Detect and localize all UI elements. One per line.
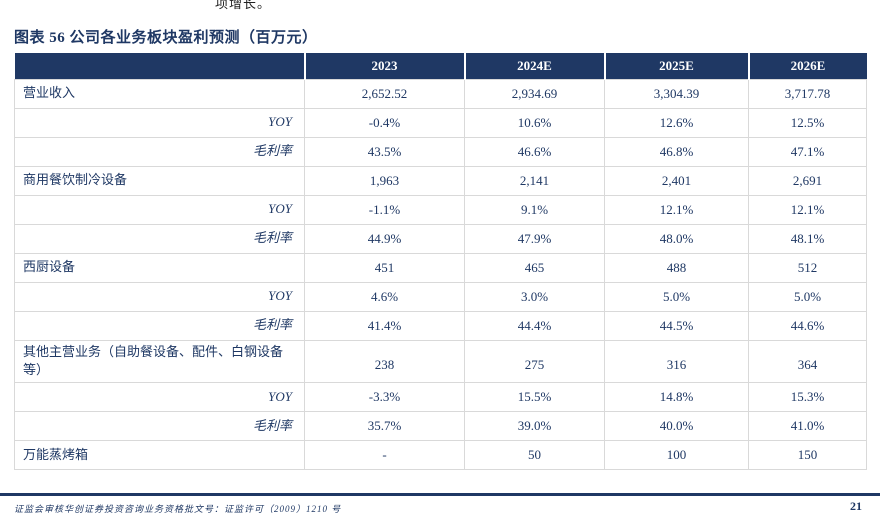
segment-forecast-table: 2023 2024E 2025E 2026E 营业收入 2,652.52 2,934.69… xyxy=(14,53,867,471)
cell-value: 44.4% xyxy=(464,310,605,341)
row-label: YOY xyxy=(14,107,305,138)
cell-value: 2,141 xyxy=(464,165,605,196)
cell-value: 465 xyxy=(464,252,605,283)
row-label: 毛利率 xyxy=(14,411,305,442)
cell-value: 44.5% xyxy=(604,310,749,341)
cell-value: 47.9% xyxy=(464,223,605,254)
cell-value: 451 xyxy=(304,252,465,283)
row-label: 商用餐饮制冷设备 xyxy=(14,165,305,196)
page-number: 21 xyxy=(850,499,862,513)
table-row: 万能蒸烤箱 -50 100 150 xyxy=(14,440,867,471)
cell-value: 364 xyxy=(748,339,867,384)
cell-value: 44.6% xyxy=(748,310,867,341)
column-header-2025E: 2025E xyxy=(603,53,749,79)
cell-value: 100 xyxy=(604,440,749,471)
table-body: 营业收入 2,652.52 2,934.69 3,304.39 3,717.78 YOY -… xyxy=(14,78,867,471)
cell-value: 12.1% xyxy=(604,194,749,225)
cell-value: 39.0% xyxy=(464,411,605,442)
cell-value: 48.1% xyxy=(748,223,867,254)
cell-value: 43.5% xyxy=(304,136,465,167)
cell-value: 15.5% xyxy=(464,382,605,413)
table-row: 毛利率 41.4% 44.4% 44.5% 44.6% xyxy=(14,310,867,341)
cell-value: 150 xyxy=(748,440,867,471)
column-header-2023: 2023 xyxy=(303,53,465,79)
figure-title: 图表 56 公司各业务板块盈利预测（百万元） xyxy=(14,30,318,46)
cell-value: 41.4% xyxy=(304,310,465,341)
cell-value: 275 xyxy=(464,339,605,384)
cell-value: 316 xyxy=(604,339,749,384)
cell-value: 488 xyxy=(604,252,749,283)
table-row: 其他主营业务（自助餐设备、配件、白钢设备等） 238 275 316 364 xyxy=(14,339,867,384)
row-label: 万能蒸烤箱 xyxy=(14,440,305,471)
table-row: 西厨设备 451 465 488 512 xyxy=(14,252,867,283)
cell-value: -3.3% xyxy=(304,382,465,413)
cell-value: 40.0% xyxy=(604,411,749,442)
cell-value: 41.0% xyxy=(748,411,867,442)
cell-value: 2,652.52 xyxy=(304,78,465,109)
cell-value: 35.7% xyxy=(304,411,465,442)
cell-value: 3.0% xyxy=(464,281,605,312)
table-row: 毛利率 43.5% 46.6% 46.8% 47.1% xyxy=(14,136,867,167)
cell-value: -0.4% xyxy=(304,107,465,138)
column-header-2026E: 2026E xyxy=(747,53,867,79)
cell-value: 48.0% xyxy=(604,223,749,254)
footer-license-text: 证监会审核华创证券投资咨询业务资格批文号：证监许可（2009）1210 号 xyxy=(14,504,342,514)
table-header: 2023 2024E 2025E 2026E xyxy=(14,53,867,79)
cell-value: 12.1% xyxy=(748,194,867,225)
table-row: YOY 4.6% 3.0% 5.0% 5.0% xyxy=(14,281,867,312)
cell-value: 3,717.78 xyxy=(748,78,867,109)
cell-value: 2,691 xyxy=(748,165,867,196)
cell-value: 12.5% xyxy=(748,107,867,138)
cell-value: 2,934.69 xyxy=(464,78,605,109)
cell-value: -1.1% xyxy=(304,194,465,225)
cell-value: 47.1% xyxy=(748,136,867,167)
header-row: 2023 2024E 2025E 2026E xyxy=(14,53,867,79)
cell-value: 238 xyxy=(304,339,465,384)
cell-value: 9.1% xyxy=(464,194,605,225)
cell-value: 46.8% xyxy=(604,136,749,167)
row-label: 西厨设备 xyxy=(14,252,305,283)
cell-value: 4.6% xyxy=(304,281,465,312)
cell-value: 44.9% xyxy=(304,223,465,254)
row-label: 毛利率 xyxy=(14,136,305,167)
cell-value: 5.0% xyxy=(748,281,867,312)
cell-value: 512 xyxy=(748,252,867,283)
table-row: YOY -3.3% 15.5% 14.8% 15.3% xyxy=(14,382,867,413)
row-label: YOY xyxy=(14,194,305,225)
row-label: 毛利率 xyxy=(14,223,305,254)
table-row: YOY -0.4% 10.6% 12.6% 12.5% xyxy=(14,107,867,138)
table-row: 毛利率 35.7% 39.0% 40.0% 41.0% xyxy=(14,411,867,442)
cell-value: 10.6% xyxy=(464,107,605,138)
row-label: YOY xyxy=(14,382,305,413)
table-row: YOY -1.1% 9.1% 12.1% 12.1% xyxy=(14,194,867,225)
row-label: 营业收入 xyxy=(14,78,305,109)
row-label: 其他主营业务（自助餐设备、配件、白钢设备等） xyxy=(14,339,305,384)
cell-value: 14.8% xyxy=(604,382,749,413)
cell-value: 12.6% xyxy=(604,107,749,138)
cell-value: 1,963 xyxy=(304,165,465,196)
column-header-2024E: 2024E xyxy=(463,53,605,79)
column-header-blank xyxy=(14,53,305,79)
cell-value: 2,401 xyxy=(604,165,749,196)
table-row: 商用餐饮制冷设备 1,963 2,141 2,401 2,691 xyxy=(14,165,867,196)
cell-value: 15.3% xyxy=(748,382,867,413)
cell-value: 50 xyxy=(464,440,605,471)
row-label: YOY xyxy=(14,281,305,312)
footer-divider xyxy=(0,493,880,496)
cell-value: - xyxy=(304,440,465,471)
cell-value: 5.0% xyxy=(604,281,749,312)
row-label: 毛利率 xyxy=(14,310,305,341)
preceding-paragraph-fragment: 项增长。 xyxy=(215,0,272,11)
cell-value: 46.6% xyxy=(464,136,605,167)
table-row: 营业收入 2,652.52 2,934.69 3,304.39 3,717.78 xyxy=(14,78,867,109)
table-row: 毛利率 44.9% 47.9% 48.0% 48.1% xyxy=(14,223,867,254)
cell-value: 3,304.39 xyxy=(604,78,749,109)
